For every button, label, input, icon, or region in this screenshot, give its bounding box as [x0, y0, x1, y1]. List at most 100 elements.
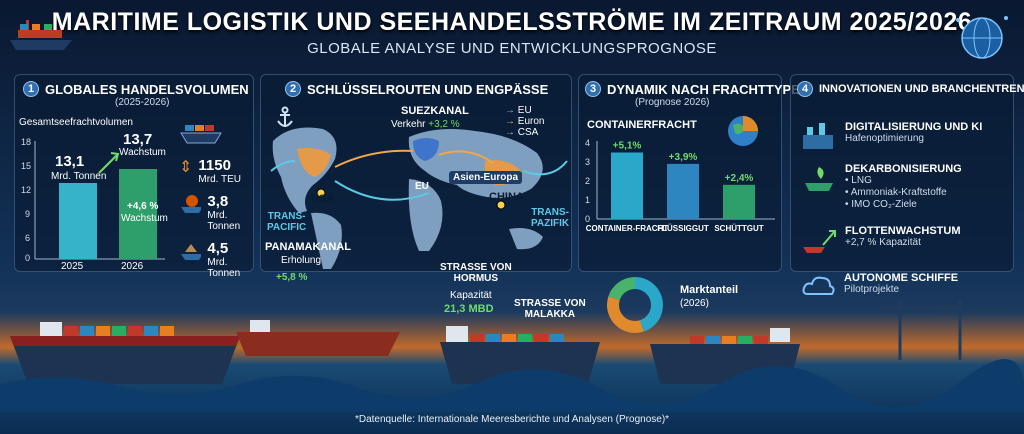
port-cranes — [880, 300, 1020, 360]
svg-text:18: 18 — [21, 137, 31, 147]
trend-line: +2,7 % Kapazität — [845, 237, 921, 248]
market-year: (2026) — [680, 298, 709, 309]
freight-category-label: CONTAINER-FRACHT — [586, 224, 669, 231]
section-title: DYNAMIK NACH FRACHTTYPEN — [607, 81, 810, 97]
legend-csa: CSA — [517, 127, 539, 138]
globe-icon — [728, 116, 758, 146]
label-eu: EU — [415, 181, 429, 192]
hormus-value: 21,3 MBD — [444, 303, 494, 315]
page-subtitle: GLOBALE ANALYSE UND ENTWICKLUNGSPROGNOSE — [307, 40, 717, 57]
bar-2026 — [119, 169, 157, 259]
fleet-growth-icon — [803, 230, 836, 253]
freight-bar — [611, 152, 643, 219]
svg-text:12: 12 — [21, 185, 31, 195]
stat-value: 4,5 — [207, 240, 229, 257]
freight-bar-label: +2,4% — [725, 173, 754, 184]
section-number: 3 — [585, 81, 601, 97]
section-heading: 2 SCHLÜSSELROUTEN UND ENGPÄSSE — [285, 81, 548, 97]
legend-euron: Euron — [517, 116, 545, 127]
legend-eu: EU — [517, 105, 532, 116]
trend-line: • LNG — [845, 175, 872, 186]
autonomous-cloud-icon — [802, 276, 835, 295]
trend-line: Hafenoptimierung — [845, 133, 924, 144]
trend-line: Pilotprojekte — [844, 284, 900, 295]
page-title: MARITIME LOGISTIK UND SEEHANDELSSTRÖME I… — [51, 8, 973, 36]
trend-title: FLOTTENWACHSTUM — [845, 225, 961, 237]
label-china: CHINA — [489, 191, 524, 203]
bar-2025-value: 13,1 — [55, 153, 85, 170]
svg-text:9: 9 — [25, 209, 30, 219]
panel-innovations: 4 INNOVATIONEN UND BRANCHENTRENDS DIGITA… — [790, 74, 1024, 272]
section-number: 4 — [797, 81, 813, 97]
freight-bar-label: +3,9% — [669, 152, 698, 163]
chart-label: Gesamtseefrachtvolumen — [19, 117, 133, 128]
y-tick-label: 2 — [585, 176, 590, 186]
section-subtitle: (Prognose 2026) — [635, 97, 710, 108]
label-transpacific-left: TRANS- PACIFIC — [267, 211, 307, 233]
svg-text:15: 15 — [21, 161, 31, 171]
section-title: SCHLÜSSELROUTEN UND ENGPÄSSE — [307, 81, 549, 97]
x-label-2025: 2025 — [61, 261, 84, 272]
section-title: INNOVATIONEN UND BRANCHENTRENDS — [819, 83, 1024, 95]
y-tick-label: 0 — [585, 214, 590, 224]
svg-text:6: 6 — [25, 233, 30, 243]
container-title: CONTAINERFRACHT — [587, 119, 697, 131]
trend-list: DIGITALISIERUNG UND KI Hafenoptimierung … — [801, 121, 1011, 263]
stat-unit: Mrd. TEU — [198, 174, 242, 185]
suez-value: +3,2 % — [428, 119, 460, 130]
y-tick-label: 1 — [585, 195, 590, 205]
label-usa: USA — [311, 193, 335, 205]
panama-value: +5,8 % — [276, 272, 308, 283]
label-transpacific-right: TRANS- PAZIFIK — [531, 207, 570, 229]
trend-title: AUTONOME SCHIFFE — [844, 272, 959, 284]
section-period: (2025-2026) — [115, 97, 170, 108]
trend-item: DIGITALISIERUNG UND KI Hafenoptimierung — [801, 121, 1011, 163]
freight-bar — [723, 184, 755, 219]
trend-item: AUTONOME SCHIFFE Pilotprojekte — [800, 272, 958, 302]
y-tick-label: 3 — [585, 157, 590, 167]
trend-line: • Ammoniak-Kraftstoffe — [845, 187, 947, 198]
bar-2026-value: 13,7 — [123, 131, 153, 148]
freight-category-label: SCHÜTTGUT — [714, 224, 763, 231]
panel-routes: 2 SCHLÜSSELROUTEN UND ENGPÄSSE SUEZKANAL… — [260, 74, 572, 272]
volume-bar-chart: 18 15 12 9 6 0 — [21, 137, 165, 263]
svg-text:0: 0 — [25, 253, 30, 263]
section-heading: 4 INNOVATIONEN UND BRANCHENTRENDS — [797, 81, 1024, 97]
trend-item: DEKARBONISIERUNG • LNG • Ammoniak-Krafts… — [801, 163, 1011, 225]
stat-value: 1150 — [198, 157, 231, 174]
panama-text: Erholung — [281, 255, 322, 266]
container-ship-icon — [10, 20, 72, 50]
bulk-carrier-icon — [181, 244, 202, 260]
section-number: 2 — [285, 81, 301, 97]
section-heading: 1 GLOBALES HANDELSVOLUMEN — [23, 81, 249, 97]
suez-title: SUEZKANAL — [401, 105, 469, 117]
donut-slice — [607, 296, 644, 333]
container-ship-icon — [180, 125, 222, 144]
market-title: Marktanteil — [680, 284, 739, 296]
panel-trade-volume: 1 GLOBALES HANDELSVOLUMEN (2025-2026) Ge… — [14, 74, 254, 279]
freight-bar-label: +5,1% — [613, 141, 642, 152]
section-title: GLOBALES HANDELSVOLUMEN — [45, 81, 249, 97]
trend-line: • IMO CO₂-Ziele — [845, 199, 917, 210]
section-number: 1 — [23, 81, 39, 97]
ship-left — [10, 322, 240, 384]
tanker-icon — [181, 195, 202, 213]
bar-2026-growth-label: Wachstum — [121, 213, 168, 224]
trend-title: DEKARBONISIERUNG — [845, 163, 962, 175]
source-note: *Datenquelle: Internationale Meeresberic… — [354, 414, 670, 425]
label-asia-europe: Asien-Europa — [449, 171, 523, 184]
hormus-text: Kapazität — [450, 290, 492, 301]
green-ship-icon — [805, 167, 833, 191]
donut-slice — [608, 277, 635, 301]
malakka-title: STRASSE VON MALAKKA — [514, 298, 586, 320]
freight-category-label: FLÜSSIGGUT — [657, 224, 709, 231]
donut-slice — [635, 277, 663, 332]
stat-value: 3,8 — [207, 193, 229, 210]
stat-unit: Mrd. Tonnen — [207, 257, 241, 279]
hormus-title: STRASSE VON HORMUS — [440, 262, 512, 284]
globe-network-icon — [956, 16, 1008, 59]
stats-column: ⇕ 1150 Mrd. TEU 3,8 Mrd. Tonnen 4,5 Mrd.… — [179, 121, 255, 279]
freight-bar — [667, 163, 699, 219]
bar-2025 — [59, 183, 97, 259]
trend-title: DIGITALISIERUNG UND KI — [845, 121, 983, 133]
